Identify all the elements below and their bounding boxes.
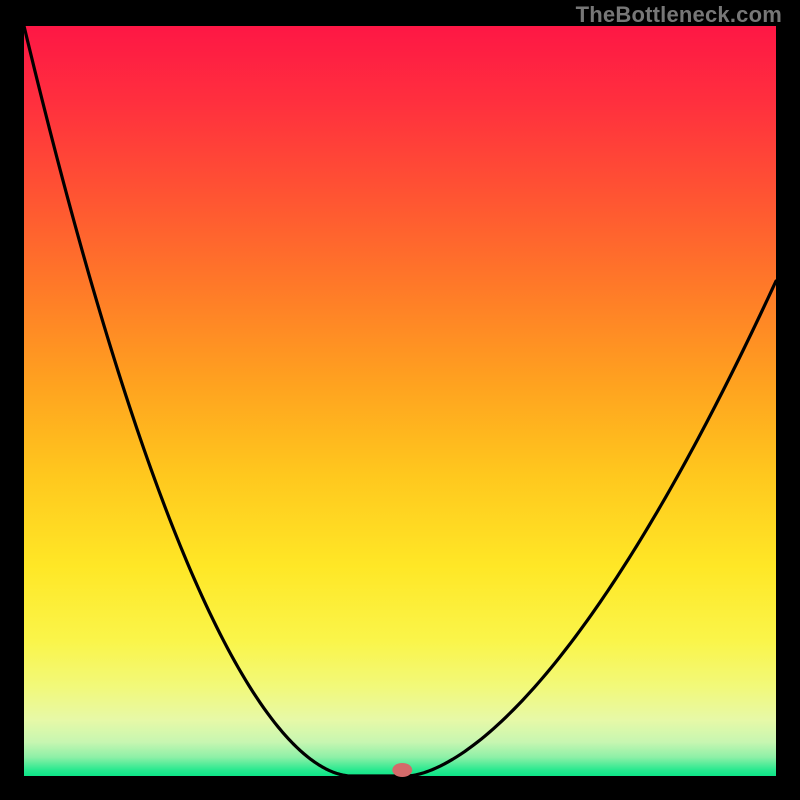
chart-stage: TheBottleneck.com xyxy=(0,0,800,800)
optimal-point-marker xyxy=(392,763,412,777)
bottleneck-chart xyxy=(0,0,800,800)
chart-gradient-bg xyxy=(24,26,776,776)
watermark-text: TheBottleneck.com xyxy=(576,2,782,28)
